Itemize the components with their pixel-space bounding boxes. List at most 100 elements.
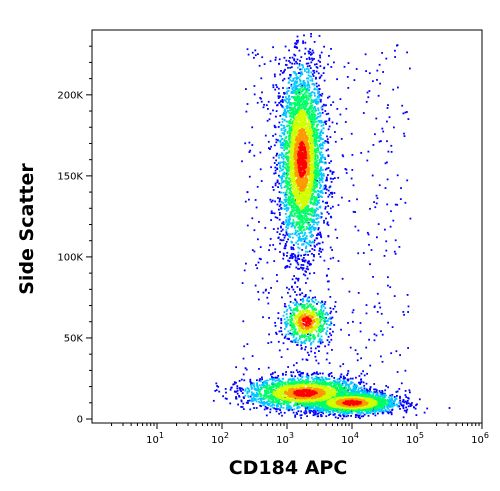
data-point: [375, 407, 378, 410]
data-point: [325, 176, 328, 179]
data-point: [295, 74, 298, 76]
data-point: [331, 171, 334, 174]
data-point: [344, 409, 347, 412]
data-point: [319, 98, 322, 101]
data-point: [324, 320, 326, 323]
data-point: [282, 239, 285, 242]
data-point: [339, 113, 342, 116]
data-point: [286, 348, 289, 351]
data-point: [292, 222, 295, 225]
data-point: [293, 313, 295, 316]
data-point: [342, 386, 344, 389]
data-point: [289, 109, 292, 112]
data-point: [305, 241, 307, 244]
data-point: [291, 80, 293, 82]
data-point: [269, 238, 272, 240]
data-point: [273, 407, 276, 410]
data-point: [357, 252, 360, 255]
data-point: [247, 402, 249, 404]
data-point: [326, 280, 329, 283]
data-point: [325, 113, 328, 116]
data-point: [258, 393, 260, 395]
data-point: [299, 336, 302, 339]
data-point: [293, 341, 296, 343]
data-point: [315, 129, 318, 132]
data-point: [251, 397, 253, 400]
data-point: [251, 217, 254, 220]
data-point: [324, 121, 326, 124]
data-point: [287, 322, 290, 325]
data-point: [403, 313, 405, 316]
data-point: [333, 413, 336, 415]
data-point: [365, 410, 368, 413]
data-point: [289, 312, 292, 315]
data-point: [302, 64, 304, 67]
data-point: [289, 263, 292, 266]
data-point: [315, 207, 318, 210]
data-point: [262, 398, 265, 400]
data-point: [317, 148, 319, 151]
data-point: [293, 212, 296, 215]
data-point: [316, 180, 318, 182]
data-point: [300, 90, 303, 93]
data-point: [292, 89, 295, 92]
data-point: [268, 384, 270, 387]
data-point: [286, 223, 289, 226]
data-point: [329, 332, 331, 335]
data-point: [407, 311, 409, 313]
data-point: [303, 381, 306, 384]
data-point: [284, 148, 287, 150]
data-point: [293, 364, 295, 367]
data-point: [326, 339, 329, 342]
data-point: [312, 333, 315, 336]
data-point: [270, 391, 273, 393]
data-point: [310, 124, 313, 127]
data-point: [285, 140, 288, 142]
data-point: [381, 399, 384, 402]
data-point: [280, 182, 283, 185]
data-point: [285, 114, 287, 117]
data-point: [315, 209, 317, 212]
data-point: [264, 134, 267, 137]
data-point: [307, 98, 310, 101]
data-point: [396, 371, 399, 373]
data-point: [316, 213, 318, 216]
data-point: [294, 54, 297, 57]
data-point: [278, 121, 281, 124]
data-point: [314, 151, 316, 154]
data-point: [294, 307, 297, 310]
data-point: [327, 408, 330, 411]
data-point: [307, 260, 310, 263]
data-point: [359, 417, 361, 420]
data-point: [299, 239, 302, 242]
data-point: [321, 108, 324, 111]
data-point: [281, 98, 284, 101]
data-point: [266, 119, 269, 122]
data-point: [278, 412, 280, 415]
data-point: [271, 400, 273, 403]
data-point: [310, 71, 313, 74]
data-point: [298, 247, 301, 250]
data-point: [274, 399, 277, 401]
data-point: [319, 342, 322, 345]
data-point: [277, 379, 280, 382]
data-point: [310, 303, 312, 306]
data-point: [324, 301, 327, 303]
data-point: [362, 112, 365, 114]
data-point: [303, 380, 306, 382]
data-point: [342, 381, 344, 383]
data-point: [286, 174, 288, 176]
data-point: [301, 258, 304, 261]
data-point: [274, 380, 277, 382]
data-point: [314, 107, 317, 110]
data-point: [287, 197, 290, 200]
data-point: [313, 139, 315, 142]
data-point: [256, 383, 258, 386]
data-point: [310, 108, 312, 110]
data-point: [265, 288, 267, 291]
data-point: [323, 161, 326, 164]
data-point: [283, 119, 286, 121]
data-point: [362, 415, 365, 418]
data-point: [283, 155, 285, 158]
data-point: [292, 91, 295, 94]
